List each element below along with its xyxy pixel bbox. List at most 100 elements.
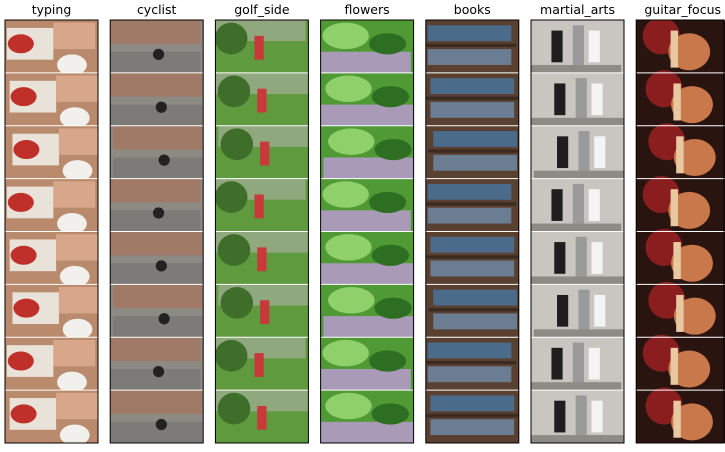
frame-detail [425, 202, 517, 206]
panel-border [320, 19, 415, 444]
panel: guitar_focus [635, 2, 725, 444]
frame-detail [427, 207, 512, 224]
frame-detail [110, 231, 204, 256]
frame-detail [110, 72, 204, 97]
frame-detail [217, 234, 251, 266]
frame-detail [668, 350, 711, 388]
frame-detail [673, 83, 681, 121]
panel-border [214, 19, 309, 444]
frame-detail [554, 83, 566, 116]
frame-detail [368, 33, 407, 55]
frame-detail [668, 191, 711, 229]
frame-detail [554, 400, 566, 433]
frame-detail [155, 101, 167, 113]
frame-detail [430, 101, 515, 118]
frame-detail [531, 223, 622, 232]
frame-detail [425, 413, 519, 418]
frame-detail [112, 157, 204, 179]
frame-detail [110, 51, 201, 73]
frame-detail [10, 87, 37, 107]
frame-detail [430, 419, 515, 436]
frame-detail [57, 54, 87, 76]
frame-detail [10, 245, 37, 265]
frame-detail [368, 191, 407, 213]
frame-detail [152, 207, 165, 219]
frame-detail [325, 75, 372, 102]
frame-detail [53, 181, 96, 208]
frame-detail [152, 366, 165, 378]
frame-detail [328, 287, 375, 314]
frame-detail [59, 265, 90, 288]
panel-border [530, 19, 625, 444]
panel: typing [4, 2, 99, 444]
frames [320, 20, 414, 443]
frame-detail [328, 128, 375, 155]
frame-detail [220, 128, 254, 161]
frame-detail [671, 403, 713, 441]
frame-detail [152, 48, 165, 60]
frame-detail [433, 131, 517, 147]
frame-detail [531, 64, 622, 73]
frame-detail [57, 212, 87, 235]
panel: martial_arts [530, 2, 625, 444]
frame-detail [575, 236, 587, 280]
frame-detail [62, 318, 93, 340]
frame-detail [260, 141, 270, 166]
frame-detail [155, 260, 167, 272]
frame-detail [220, 287, 254, 319]
frame-detail [110, 20, 201, 44]
frame-detail [425, 96, 519, 100]
frame-detail [551, 347, 563, 380]
frame-detail [322, 181, 369, 208]
frame-detail [433, 289, 517, 306]
frame-detail [425, 255, 519, 259]
frame-detail [56, 392, 98, 420]
frame-detail [320, 210, 411, 232]
frame-detail [110, 104, 204, 126]
frame-detail [575, 395, 587, 438]
frame-detail [670, 347, 679, 385]
frame-detail [425, 361, 517, 365]
frames [636, 20, 725, 443]
frame-detail [53, 339, 96, 367]
frame-detail [427, 183, 512, 200]
frame-detail [673, 242, 681, 280]
frame-detail [428, 149, 519, 153]
frame-detail [215, 22, 248, 55]
frame-detail [427, 342, 512, 359]
panel-title: books [454, 2, 491, 17]
panel-title: cyclist [137, 2, 177, 17]
frame-detail [427, 49, 512, 65]
frame-detail [7, 34, 34, 54]
frame-detail [112, 125, 204, 150]
frames [531, 20, 624, 443]
frame-detail [58, 287, 98, 314]
frame-detail [13, 140, 40, 160]
frame-detail [320, 51, 411, 73]
frame-detail [594, 294, 606, 327]
frame-detail [217, 75, 251, 108]
frame-detail [110, 368, 201, 391]
frame-detail [371, 403, 409, 425]
frame-detail [320, 368, 411, 391]
frame-detail [320, 104, 414, 126]
frame-detail [215, 339, 248, 372]
frame-detail [430, 78, 515, 95]
frame-detail [673, 138, 716, 176]
frame-detail [433, 154, 517, 171]
frame-detail [588, 30, 600, 63]
frames [5, 20, 98, 443]
panel-title: martial_arts [540, 2, 615, 17]
frame-detail [322, 339, 369, 367]
panel-title: guitar_focus [644, 2, 721, 17]
frame-detail [155, 418, 167, 431]
frame-detail [325, 234, 372, 261]
frame-detail [430, 236, 515, 253]
frame-detail [371, 244, 409, 266]
frame-detail [56, 75, 98, 102]
frame-detail [668, 33, 711, 71]
frame-detail [7, 351, 34, 371]
frame-detail [425, 43, 517, 47]
frame-detail [673, 297, 716, 335]
frame-detail [257, 88, 267, 113]
